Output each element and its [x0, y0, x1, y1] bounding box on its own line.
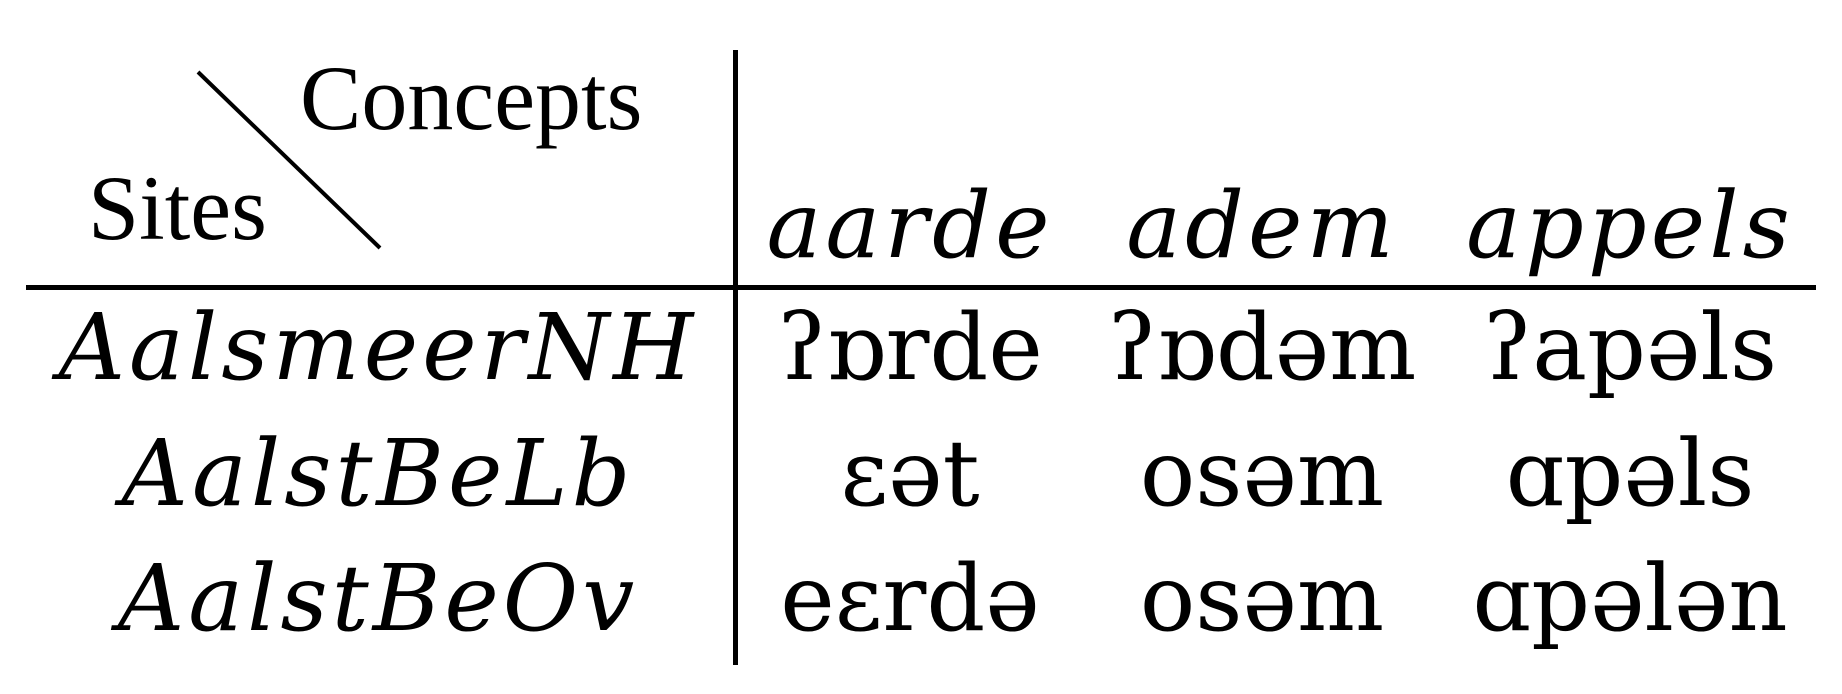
- site-label-aalsmeernh: AalsmeerNH: [58, 294, 698, 401]
- site-label-aalstbelb: AalstBeLb: [121, 420, 635, 527]
- concept-header-appels: appels: [1466, 172, 1794, 279]
- concepts-header-label: Concepts: [300, 47, 643, 149]
- table-cell: ɑpəls: [1505, 420, 1755, 527]
- table-cell: ʔɒdəm: [1107, 294, 1417, 401]
- header-diagonal-divider: [196, 70, 382, 250]
- concept-header-adem: adem: [1126, 172, 1398, 279]
- header-rule: [26, 285, 1816, 290]
- table-cell: osəm: [1139, 420, 1385, 527]
- table-cell: ʔapəls: [1482, 294, 1778, 401]
- table-cell: ɛət: [840, 420, 980, 527]
- table-cell: ʔɒrde: [777, 294, 1043, 401]
- table-cell: ɑpələn: [1472, 545, 1788, 652]
- site-label-aalstbeov: AalstBeOv: [117, 545, 639, 652]
- column-divider: [733, 50, 738, 665]
- table-cell: osəm: [1139, 545, 1385, 652]
- sites-header-label: Sites: [88, 157, 267, 259]
- table-cell: eɛrdə: [780, 545, 1040, 652]
- concept-header-aarde: aarde: [766, 172, 1054, 279]
